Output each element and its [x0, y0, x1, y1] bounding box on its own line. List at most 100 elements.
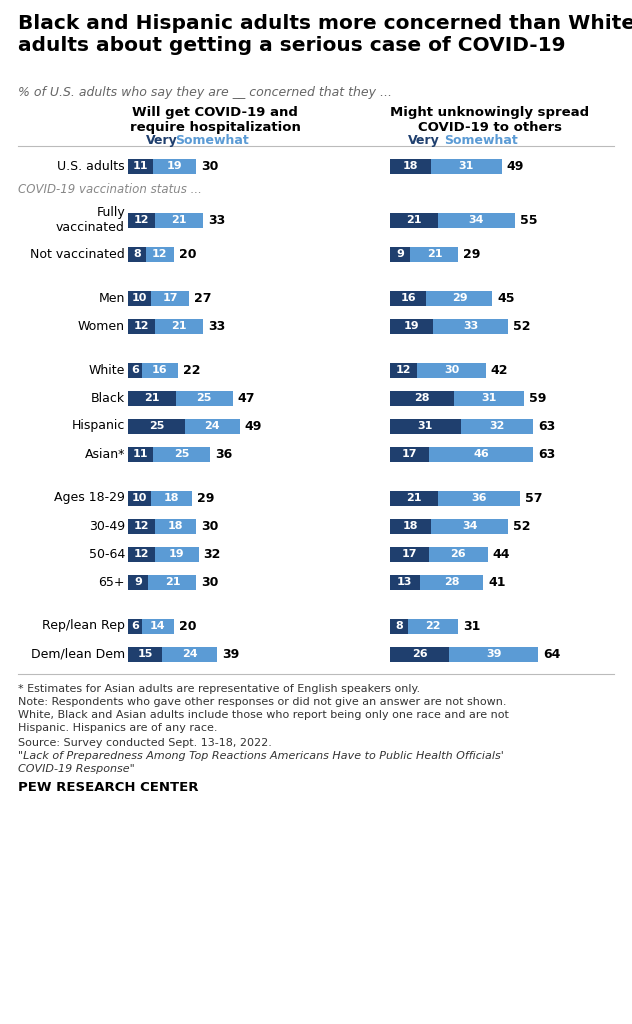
- Text: 21: 21: [427, 249, 442, 259]
- Text: COVID-19 vaccination status ...: COVID-19 vaccination status ...: [18, 183, 202, 196]
- FancyBboxPatch shape: [427, 291, 492, 305]
- FancyBboxPatch shape: [146, 247, 174, 261]
- FancyBboxPatch shape: [434, 318, 508, 334]
- FancyBboxPatch shape: [390, 518, 431, 534]
- Text: Very: Very: [408, 134, 440, 147]
- FancyBboxPatch shape: [408, 618, 458, 634]
- FancyBboxPatch shape: [390, 446, 428, 462]
- FancyBboxPatch shape: [128, 213, 155, 227]
- Text: 29: 29: [452, 293, 467, 303]
- Text: 32: 32: [204, 548, 221, 560]
- FancyBboxPatch shape: [390, 247, 411, 261]
- Text: 8: 8: [133, 249, 141, 259]
- FancyBboxPatch shape: [142, 618, 174, 634]
- Text: 6: 6: [131, 365, 139, 375]
- FancyBboxPatch shape: [428, 446, 533, 462]
- Text: Black: Black: [91, 391, 125, 404]
- Text: 24: 24: [204, 421, 220, 431]
- FancyBboxPatch shape: [420, 574, 483, 590]
- Text: 14: 14: [150, 621, 166, 631]
- Text: Hispanic. Hispanics are of any race.: Hispanic. Hispanics are of any race.: [18, 723, 217, 733]
- Text: Somewhat: Somewhat: [444, 134, 518, 147]
- Text: 31: 31: [418, 421, 433, 431]
- FancyBboxPatch shape: [162, 646, 217, 662]
- Text: 21: 21: [406, 493, 422, 503]
- Text: Very: Very: [146, 134, 178, 147]
- Text: Black and Hispanic adults more concerned than White
adults about getting a serio: Black and Hispanic adults more concerned…: [18, 14, 632, 55]
- Text: 30-49: 30-49: [89, 519, 125, 532]
- Text: 10: 10: [131, 493, 147, 503]
- Text: 26: 26: [412, 649, 427, 659]
- FancyBboxPatch shape: [153, 159, 197, 173]
- FancyBboxPatch shape: [142, 362, 178, 378]
- FancyBboxPatch shape: [417, 362, 485, 378]
- Text: Ages 18-29: Ages 18-29: [54, 492, 125, 505]
- Text: 8: 8: [395, 621, 403, 631]
- FancyBboxPatch shape: [461, 419, 533, 433]
- Text: "Lack of Preparedness Among Top Reactions Americans Have to Public Health Offici: "Lack of Preparedness Among Top Reaction…: [18, 751, 504, 761]
- Text: 59: 59: [530, 391, 547, 404]
- Text: Rep/lean Rep: Rep/lean Rep: [42, 620, 125, 633]
- Text: 65+: 65+: [99, 575, 125, 589]
- Text: 20: 20: [178, 248, 196, 260]
- Text: 15: 15: [137, 649, 153, 659]
- Text: 30: 30: [202, 519, 219, 532]
- Text: Women: Women: [78, 319, 125, 333]
- Text: 64: 64: [543, 647, 561, 660]
- Text: White, Black and Asian adults include those who report being only one race and a: White, Black and Asian adults include th…: [18, 710, 509, 720]
- Text: Note: Respondents who gave other responses or did not give an answer are not sho: Note: Respondents who gave other respons…: [18, 697, 506, 707]
- Text: 17: 17: [401, 449, 417, 459]
- FancyBboxPatch shape: [155, 213, 203, 227]
- Text: 31: 31: [482, 393, 497, 403]
- Text: 29: 29: [197, 492, 214, 505]
- Text: 46: 46: [473, 449, 489, 459]
- Text: * Estimates for Asian adults are representative of English speakers only.: * Estimates for Asian adults are represe…: [18, 684, 420, 694]
- Text: 25: 25: [197, 393, 212, 403]
- Text: 45: 45: [497, 292, 515, 304]
- FancyBboxPatch shape: [390, 547, 428, 561]
- FancyBboxPatch shape: [155, 318, 203, 334]
- Text: 27: 27: [195, 292, 212, 304]
- Text: 33: 33: [208, 319, 226, 333]
- Text: Fully
vaccinated: Fully vaccinated: [56, 206, 125, 234]
- Text: 10: 10: [131, 293, 147, 303]
- Text: Men: Men: [99, 292, 125, 304]
- FancyBboxPatch shape: [390, 213, 438, 227]
- Text: 11: 11: [133, 161, 149, 171]
- Text: 18: 18: [403, 521, 418, 531]
- FancyBboxPatch shape: [454, 390, 525, 406]
- FancyBboxPatch shape: [176, 390, 233, 406]
- Text: Source: Survey conducted Sept. 13-18, 2022.: Source: Survey conducted Sept. 13-18, 20…: [18, 738, 272, 748]
- FancyBboxPatch shape: [155, 518, 197, 534]
- Text: Asian*: Asian*: [85, 447, 125, 461]
- Text: % of U.S. adults who say they are __ concerned that they ...: % of U.S. adults who say they are __ con…: [18, 86, 392, 99]
- Text: 18: 18: [168, 521, 183, 531]
- FancyBboxPatch shape: [128, 574, 149, 590]
- FancyBboxPatch shape: [390, 291, 427, 305]
- FancyBboxPatch shape: [438, 490, 520, 506]
- Text: 57: 57: [525, 492, 542, 505]
- Text: 12: 12: [396, 365, 411, 375]
- FancyBboxPatch shape: [153, 446, 210, 462]
- Text: 12: 12: [134, 215, 149, 225]
- Text: 34: 34: [469, 215, 484, 225]
- Text: 17: 17: [401, 549, 417, 559]
- FancyBboxPatch shape: [390, 318, 434, 334]
- FancyBboxPatch shape: [128, 490, 151, 506]
- Text: 25: 25: [149, 421, 164, 431]
- FancyBboxPatch shape: [390, 419, 461, 433]
- Text: 18: 18: [164, 493, 179, 503]
- Text: 21: 21: [406, 215, 422, 225]
- Text: 28: 28: [414, 393, 430, 403]
- FancyBboxPatch shape: [128, 646, 162, 662]
- Text: 21: 21: [144, 393, 160, 403]
- FancyBboxPatch shape: [390, 574, 420, 590]
- FancyBboxPatch shape: [411, 247, 458, 261]
- Text: 25: 25: [174, 449, 189, 459]
- FancyBboxPatch shape: [128, 547, 155, 561]
- FancyBboxPatch shape: [431, 518, 508, 534]
- Text: 63: 63: [538, 420, 556, 432]
- Text: Will get COVID-19 and
require hospitalization: Will get COVID-19 and require hospitaliz…: [130, 106, 300, 134]
- Text: COVID-19 Response": COVID-19 Response": [18, 764, 135, 774]
- Text: 16: 16: [152, 365, 167, 375]
